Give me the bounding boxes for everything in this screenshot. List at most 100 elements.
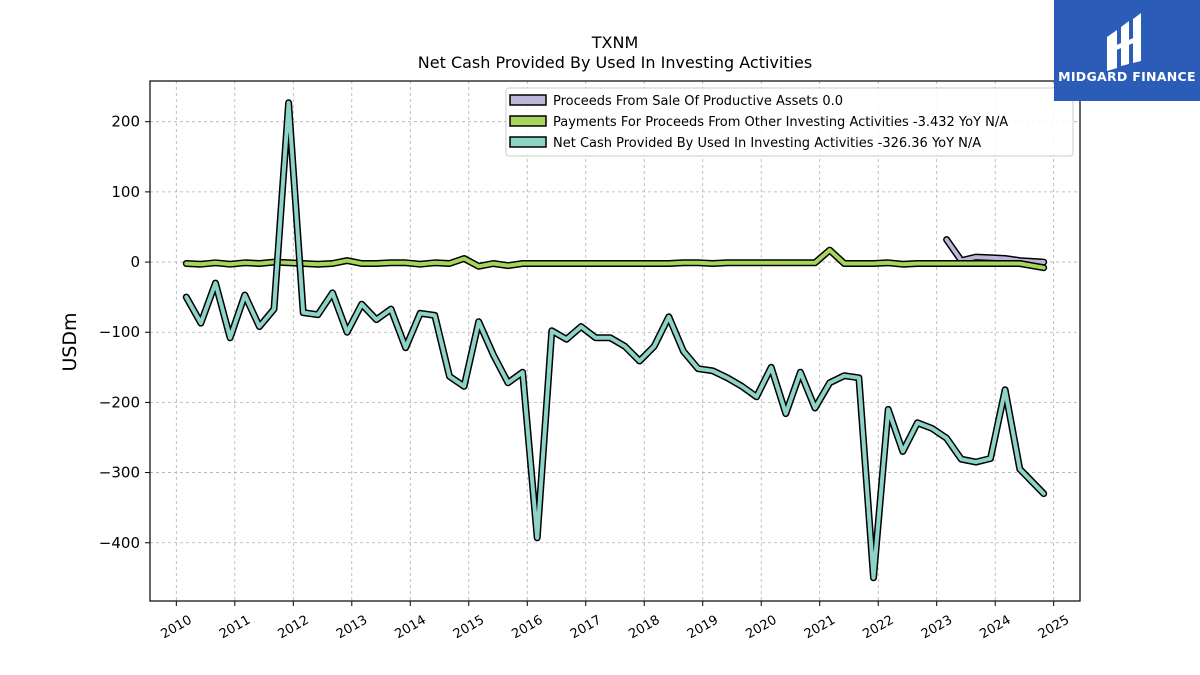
data-point bbox=[258, 326, 260, 328]
series-payments-other-investing bbox=[182, 246, 1048, 272]
data-point bbox=[785, 262, 787, 264]
data-point bbox=[1019, 468, 1021, 470]
data-point bbox=[785, 413, 787, 415]
data-point bbox=[449, 375, 450, 377]
data-point bbox=[317, 314, 319, 316]
data-point bbox=[712, 370, 714, 372]
data-point bbox=[902, 451, 904, 452]
data-point bbox=[1043, 493, 1045, 495]
data-point bbox=[726, 377, 728, 379]
data-point bbox=[653, 345, 655, 347]
x-tick-label: 2022 bbox=[860, 613, 896, 643]
data-point bbox=[229, 337, 231, 339]
data-point bbox=[1019, 263, 1021, 264]
data-point bbox=[332, 263, 333, 264]
data-point bbox=[595, 263, 597, 264]
x-tick-label: 2013 bbox=[334, 613, 370, 643]
data-point bbox=[478, 321, 480, 323]
data-point bbox=[799, 371, 801, 373]
data-point bbox=[990, 263, 991, 264]
data-point bbox=[887, 408, 889, 410]
data-point bbox=[361, 263, 363, 264]
data-point bbox=[990, 458, 991, 459]
data-point bbox=[799, 262, 801, 264]
data-point bbox=[887, 262, 889, 264]
data-point bbox=[463, 385, 465, 387]
brand-logo: MIDGARD FINANCE bbox=[1054, 0, 1200, 101]
data-point bbox=[960, 458, 962, 460]
data-point bbox=[902, 263, 904, 265]
x-tick-label: 2012 bbox=[275, 613, 311, 643]
data-point bbox=[741, 262, 743, 264]
data-point bbox=[522, 263, 524, 264]
x-tick-label: 2023 bbox=[919, 613, 955, 643]
series-layer bbox=[182, 99, 1048, 582]
data-point bbox=[990, 257, 991, 259]
data-point bbox=[390, 308, 392, 310]
legend-box bbox=[505, 87, 1074, 157]
x-tick-label: 2010 bbox=[158, 613, 194, 643]
x-tick-label: 2014 bbox=[392, 613, 428, 643]
axes: 2010 2011 2012 2013 2014 2015 2016 2017 2018 2019… bbox=[99, 80, 1081, 643]
data-point bbox=[712, 263, 714, 264]
data-point bbox=[551, 330, 553, 332]
data-point bbox=[492, 263, 494, 264]
data-point bbox=[843, 263, 845, 264]
data-point bbox=[185, 296, 187, 298]
data-point bbox=[375, 319, 377, 321]
brand-logo-icon bbox=[1107, 13, 1141, 71]
x-tick-label: 2018 bbox=[626, 613, 662, 643]
data-point bbox=[478, 265, 480, 267]
series-line bbox=[184, 248, 1046, 270]
data-point bbox=[288, 102, 290, 104]
data-point bbox=[434, 314, 436, 316]
legend-swatch bbox=[509, 94, 547, 106]
data-point bbox=[463, 258, 465, 259]
data-point bbox=[668, 316, 670, 318]
data-point bbox=[697, 262, 699, 264]
data-point bbox=[258, 263, 260, 264]
chart-title: TXNM bbox=[591, 33, 639, 52]
data-point bbox=[244, 262, 246, 264]
x-tick-label: 2024 bbox=[977, 613, 1013, 643]
data-point bbox=[931, 427, 933, 429]
legend: Proceeds From Sale Of Productive Assets … bbox=[505, 87, 1074, 157]
data-point bbox=[770, 366, 772, 368]
y-tick-label: 0 bbox=[130, 253, 140, 271]
y-tick-label: −100 bbox=[99, 323, 140, 341]
data-point bbox=[200, 322, 202, 324]
data-point bbox=[346, 331, 348, 333]
data-point bbox=[419, 312, 421, 314]
legend-entry: Proceeds From Sale Of Productive Assets … bbox=[553, 94, 843, 109]
data-point bbox=[405, 262, 407, 264]
legend-swatch bbox=[509, 136, 547, 148]
data-point bbox=[551, 263, 553, 264]
data-point bbox=[185, 263, 187, 264]
data-point bbox=[346, 260, 348, 262]
data-point bbox=[873, 263, 874, 264]
x-tick-label: 2017 bbox=[568, 613, 604, 643]
data-point bbox=[1043, 261, 1045, 263]
data-point bbox=[434, 262, 436, 264]
data-point bbox=[375, 263, 377, 264]
data-point bbox=[390, 262, 392, 264]
data-point bbox=[419, 263, 421, 265]
data-point bbox=[756, 396, 757, 398]
data-point bbox=[770, 262, 772, 264]
data-point bbox=[302, 312, 304, 314]
y-tick-label: −200 bbox=[99, 393, 140, 411]
data-point bbox=[609, 337, 611, 339]
data-point bbox=[624, 345, 626, 347]
data-point bbox=[449, 263, 450, 264]
data-point bbox=[858, 377, 860, 379]
data-point bbox=[829, 249, 831, 251]
data-point bbox=[858, 263, 860, 264]
data-point bbox=[273, 308, 275, 310]
y-tick-label: −400 bbox=[99, 534, 140, 552]
x-tick-label: 2016 bbox=[509, 613, 545, 643]
data-point bbox=[814, 407, 816, 409]
data-point bbox=[580, 326, 582, 328]
data-point bbox=[288, 262, 290, 264]
data-point bbox=[653, 263, 655, 264]
